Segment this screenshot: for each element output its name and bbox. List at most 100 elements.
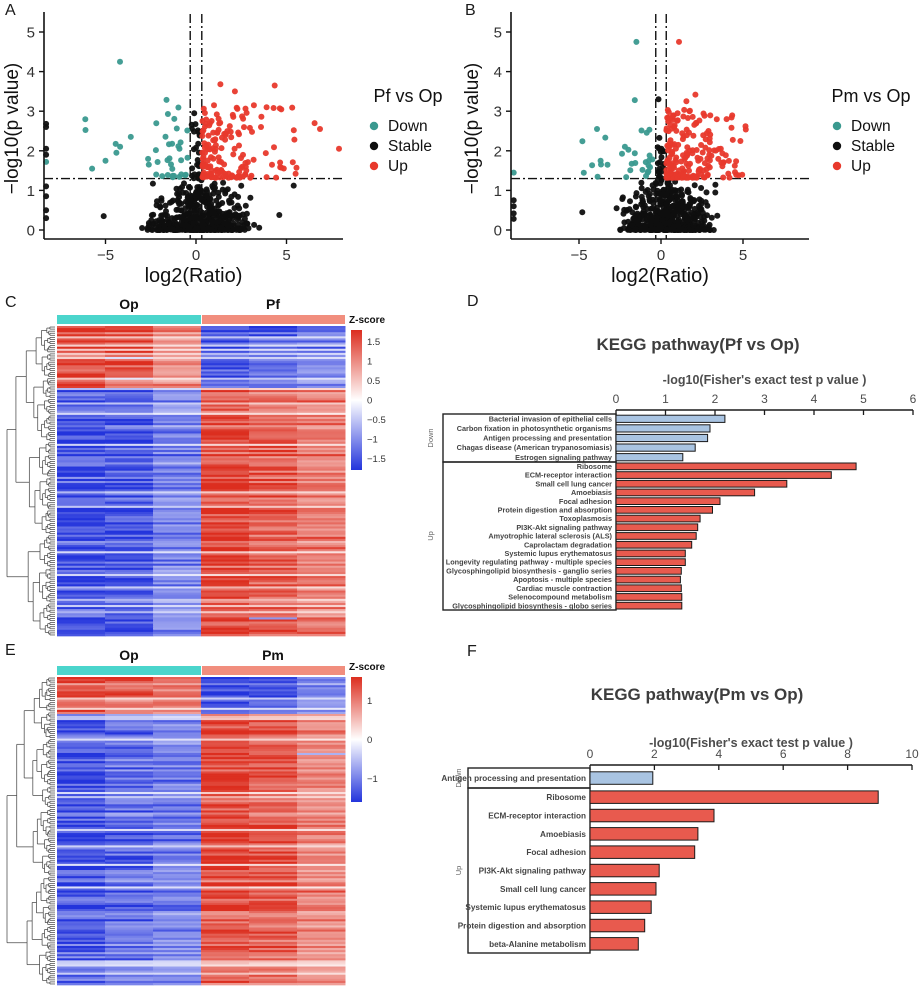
- heatmap-cell: [297, 503, 346, 507]
- heatmap-cell: [201, 617, 250, 620]
- heatmap-cell: [57, 557, 106, 560]
- heatmap-cell: [57, 522, 106, 525]
- heatmap-cell: [105, 574, 154, 577]
- heatmap-cell: [249, 726, 298, 729]
- heatmap-cell: [105, 716, 154, 719]
- heatmap-cell: [57, 505, 106, 509]
- heatmap-cell: [105, 576, 154, 579]
- heatmap-cell: [153, 728, 202, 731]
- heatmap-cell: [153, 592, 202, 596]
- heatmap-cell: [57, 385, 106, 389]
- heatmap-cell: [57, 841, 106, 844]
- data-point-down: [89, 165, 96, 172]
- heatmap-cell: [297, 419, 346, 422]
- heatmap-cell: [201, 958, 250, 961]
- x-tick-label: 4: [811, 392, 818, 406]
- heatmap-cell: [297, 915, 346, 918]
- data-point-up: [250, 156, 257, 163]
- heatmap-cell: [105, 410, 154, 414]
- heatmap-cell: [153, 464, 202, 467]
- data-point-down: [177, 139, 184, 146]
- heatmap-cell: [153, 348, 202, 352]
- data-point-up: [216, 158, 223, 165]
- heatmap-cell: [105, 888, 154, 891]
- data-point-down: [166, 141, 172, 148]
- heatmap-cell: [57, 962, 106, 965]
- heatmap-cell: [201, 697, 250, 700]
- heatmap-cell: [153, 532, 202, 536]
- heatmap-cell: [249, 808, 298, 811]
- heatmap-cell: [249, 933, 298, 937]
- heatmap-cell: [153, 619, 202, 622]
- heatmap-cell: [105, 935, 154, 939]
- heatmap-cell: [105, 958, 154, 961]
- heatmap-cell: [153, 722, 202, 725]
- heatmap-cell: [297, 524, 346, 527]
- heatmap-cell: [153, 732, 202, 735]
- heatmap-cell: [105, 841, 154, 844]
- heatmap-cell: [201, 980, 250, 984]
- heatmap-cell: [201, 481, 250, 484]
- heatmap-cell: [201, 968, 250, 971]
- heatmap-cell: [201, 365, 250, 368]
- heatmap-cell: [105, 408, 154, 412]
- data-point-up: [720, 159, 727, 166]
- heatmap-cell: [297, 580, 346, 583]
- data-point-stable: [216, 208, 223, 215]
- heatmap-cell: [297, 800, 346, 803]
- y-tick-label: 0: [27, 223, 35, 240]
- heatmap-cell: [153, 699, 202, 702]
- heatmap-cell: [57, 398, 106, 401]
- heatmap-cell: [249, 785, 298, 789]
- heatmap-cell: [57, 701, 106, 705]
- heatmap-cell: [201, 948, 250, 951]
- data-point-up: [211, 102, 217, 109]
- heatmap-cell: [297, 730, 346, 733]
- heatmap-cell: [297, 933, 346, 937]
- heatmap-cell: [249, 499, 298, 503]
- heatmap-cell: [105, 711, 154, 715]
- heatmap-cell: [57, 767, 106, 770]
- heatmap-cell: [57, 377, 106, 381]
- data-point-up: [258, 124, 264, 130]
- heatmap-cell: [57, 392, 106, 395]
- heatmap-cell: [297, 853, 346, 856]
- heatmap-cell: [153, 470, 202, 474]
- heatmap-cell: [105, 447, 154, 451]
- heatmap-cell: [249, 410, 298, 414]
- heatmap-cell: [57, 923, 106, 926]
- heatmap-cell: [201, 855, 250, 859]
- legend-label-stable: Stable: [388, 138, 432, 155]
- heatmap-cell: [297, 691, 346, 694]
- bar-label: Antigen processing and presentation: [441, 774, 586, 783]
- heatmap-cell: [249, 377, 298, 381]
- heatmap-cell: [297, 902, 346, 906]
- data-point-up: [238, 165, 245, 171]
- heatmap-cell: [105, 970, 154, 974]
- heatmap-cell: [153, 972, 202, 976]
- heatmap-cell: [249, 824, 298, 828]
- heatmap-cell: [249, 538, 298, 542]
- colorbar-tick-label: 0: [367, 735, 372, 746]
- heatmap-cell: [201, 839, 250, 842]
- data-point-stable: [163, 208, 169, 215]
- heatmap-cell: [201, 501, 250, 505]
- heatmap-cell: [105, 855, 154, 859]
- heatmap-cell: [249, 767, 298, 770]
- heatmap-cell: [57, 800, 106, 803]
- heatmap-cell: [297, 377, 346, 381]
- heatmap-cell: [201, 853, 250, 856]
- heatmap-cell: [57, 857, 106, 861]
- x-tick-label: 0: [613, 392, 620, 406]
- bar-up: [615, 488, 756, 497]
- heatmap-cell: [105, 594, 154, 598]
- heatmap-cell: [201, 385, 250, 389]
- heatmap-cell: [249, 923, 298, 926]
- heatmap-cell: [249, 441, 298, 445]
- heatmap-cell: [297, 371, 346, 374]
- heatmap-cell: [105, 489, 154, 492]
- heatmap-cell: [105, 598, 154, 602]
- heatmap-cell: [153, 935, 202, 939]
- heatmap-cell: [249, 716, 298, 719]
- heatmap-cell: [297, 952, 346, 955]
